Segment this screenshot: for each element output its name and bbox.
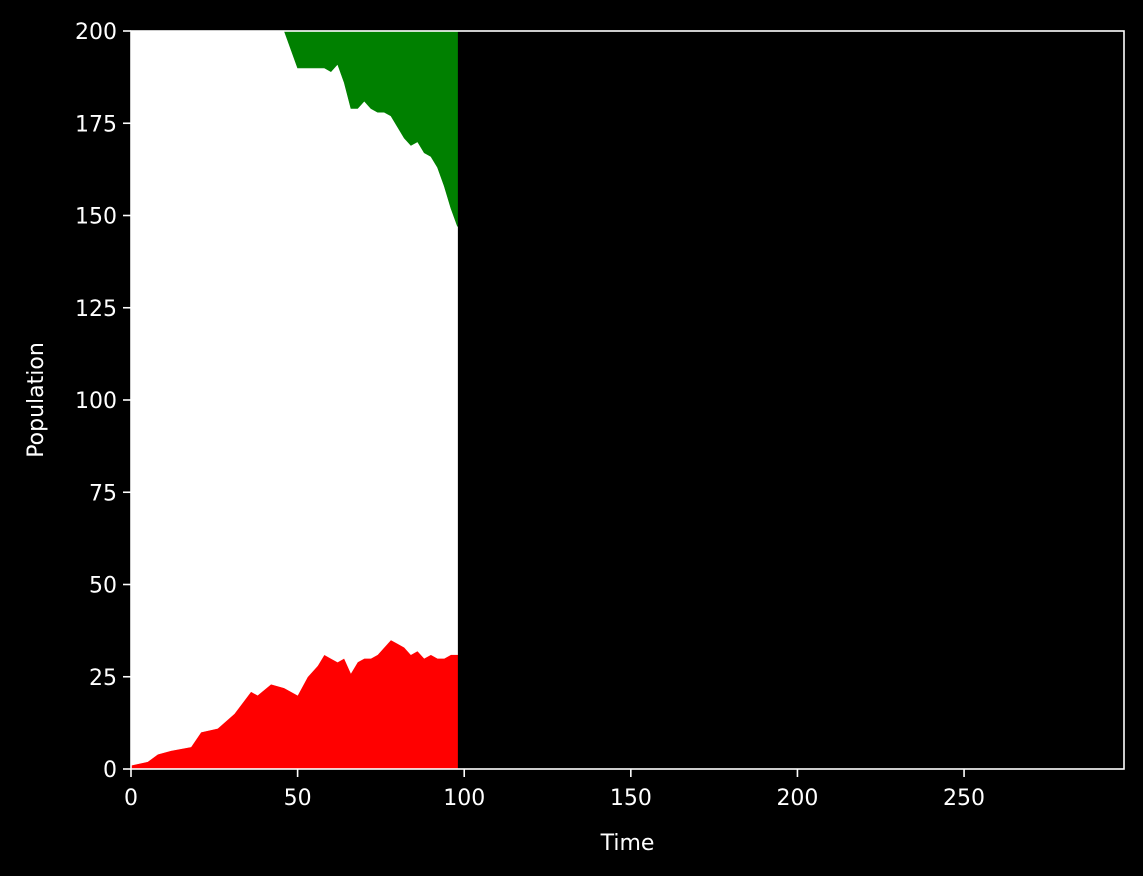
y-tick-label: 0 — [103, 758, 117, 783]
y-tick-label: 150 — [75, 205, 117, 230]
x-tick-label: 150 — [610, 786, 652, 811]
y-axis-label: Population — [24, 342, 49, 458]
y-tick-label: 175 — [75, 112, 117, 137]
y-tick-label: 25 — [89, 666, 117, 691]
x-tick-label: 0 — [124, 786, 138, 811]
y-tick-label: 75 — [89, 481, 117, 506]
x-axis-label: Time — [600, 831, 655, 856]
x-tick-label: 100 — [443, 786, 485, 811]
y-tick-label: 125 — [75, 297, 117, 322]
y-tick-label: 50 — [89, 574, 117, 599]
x-axis: 0 50 100 150 200 250 — [124, 769, 985, 811]
x-tick-label: 200 — [776, 786, 818, 811]
y-tick-label: 100 — [75, 389, 117, 414]
y-tick-label: 200 — [75, 20, 117, 45]
y-axis: 0 25 50 75 100 125 150 175 200 — [75, 20, 131, 783]
area-layer — [130, 30, 458, 770]
x-tick-label: 250 — [943, 786, 985, 811]
x-tick-label: 50 — [284, 786, 312, 811]
